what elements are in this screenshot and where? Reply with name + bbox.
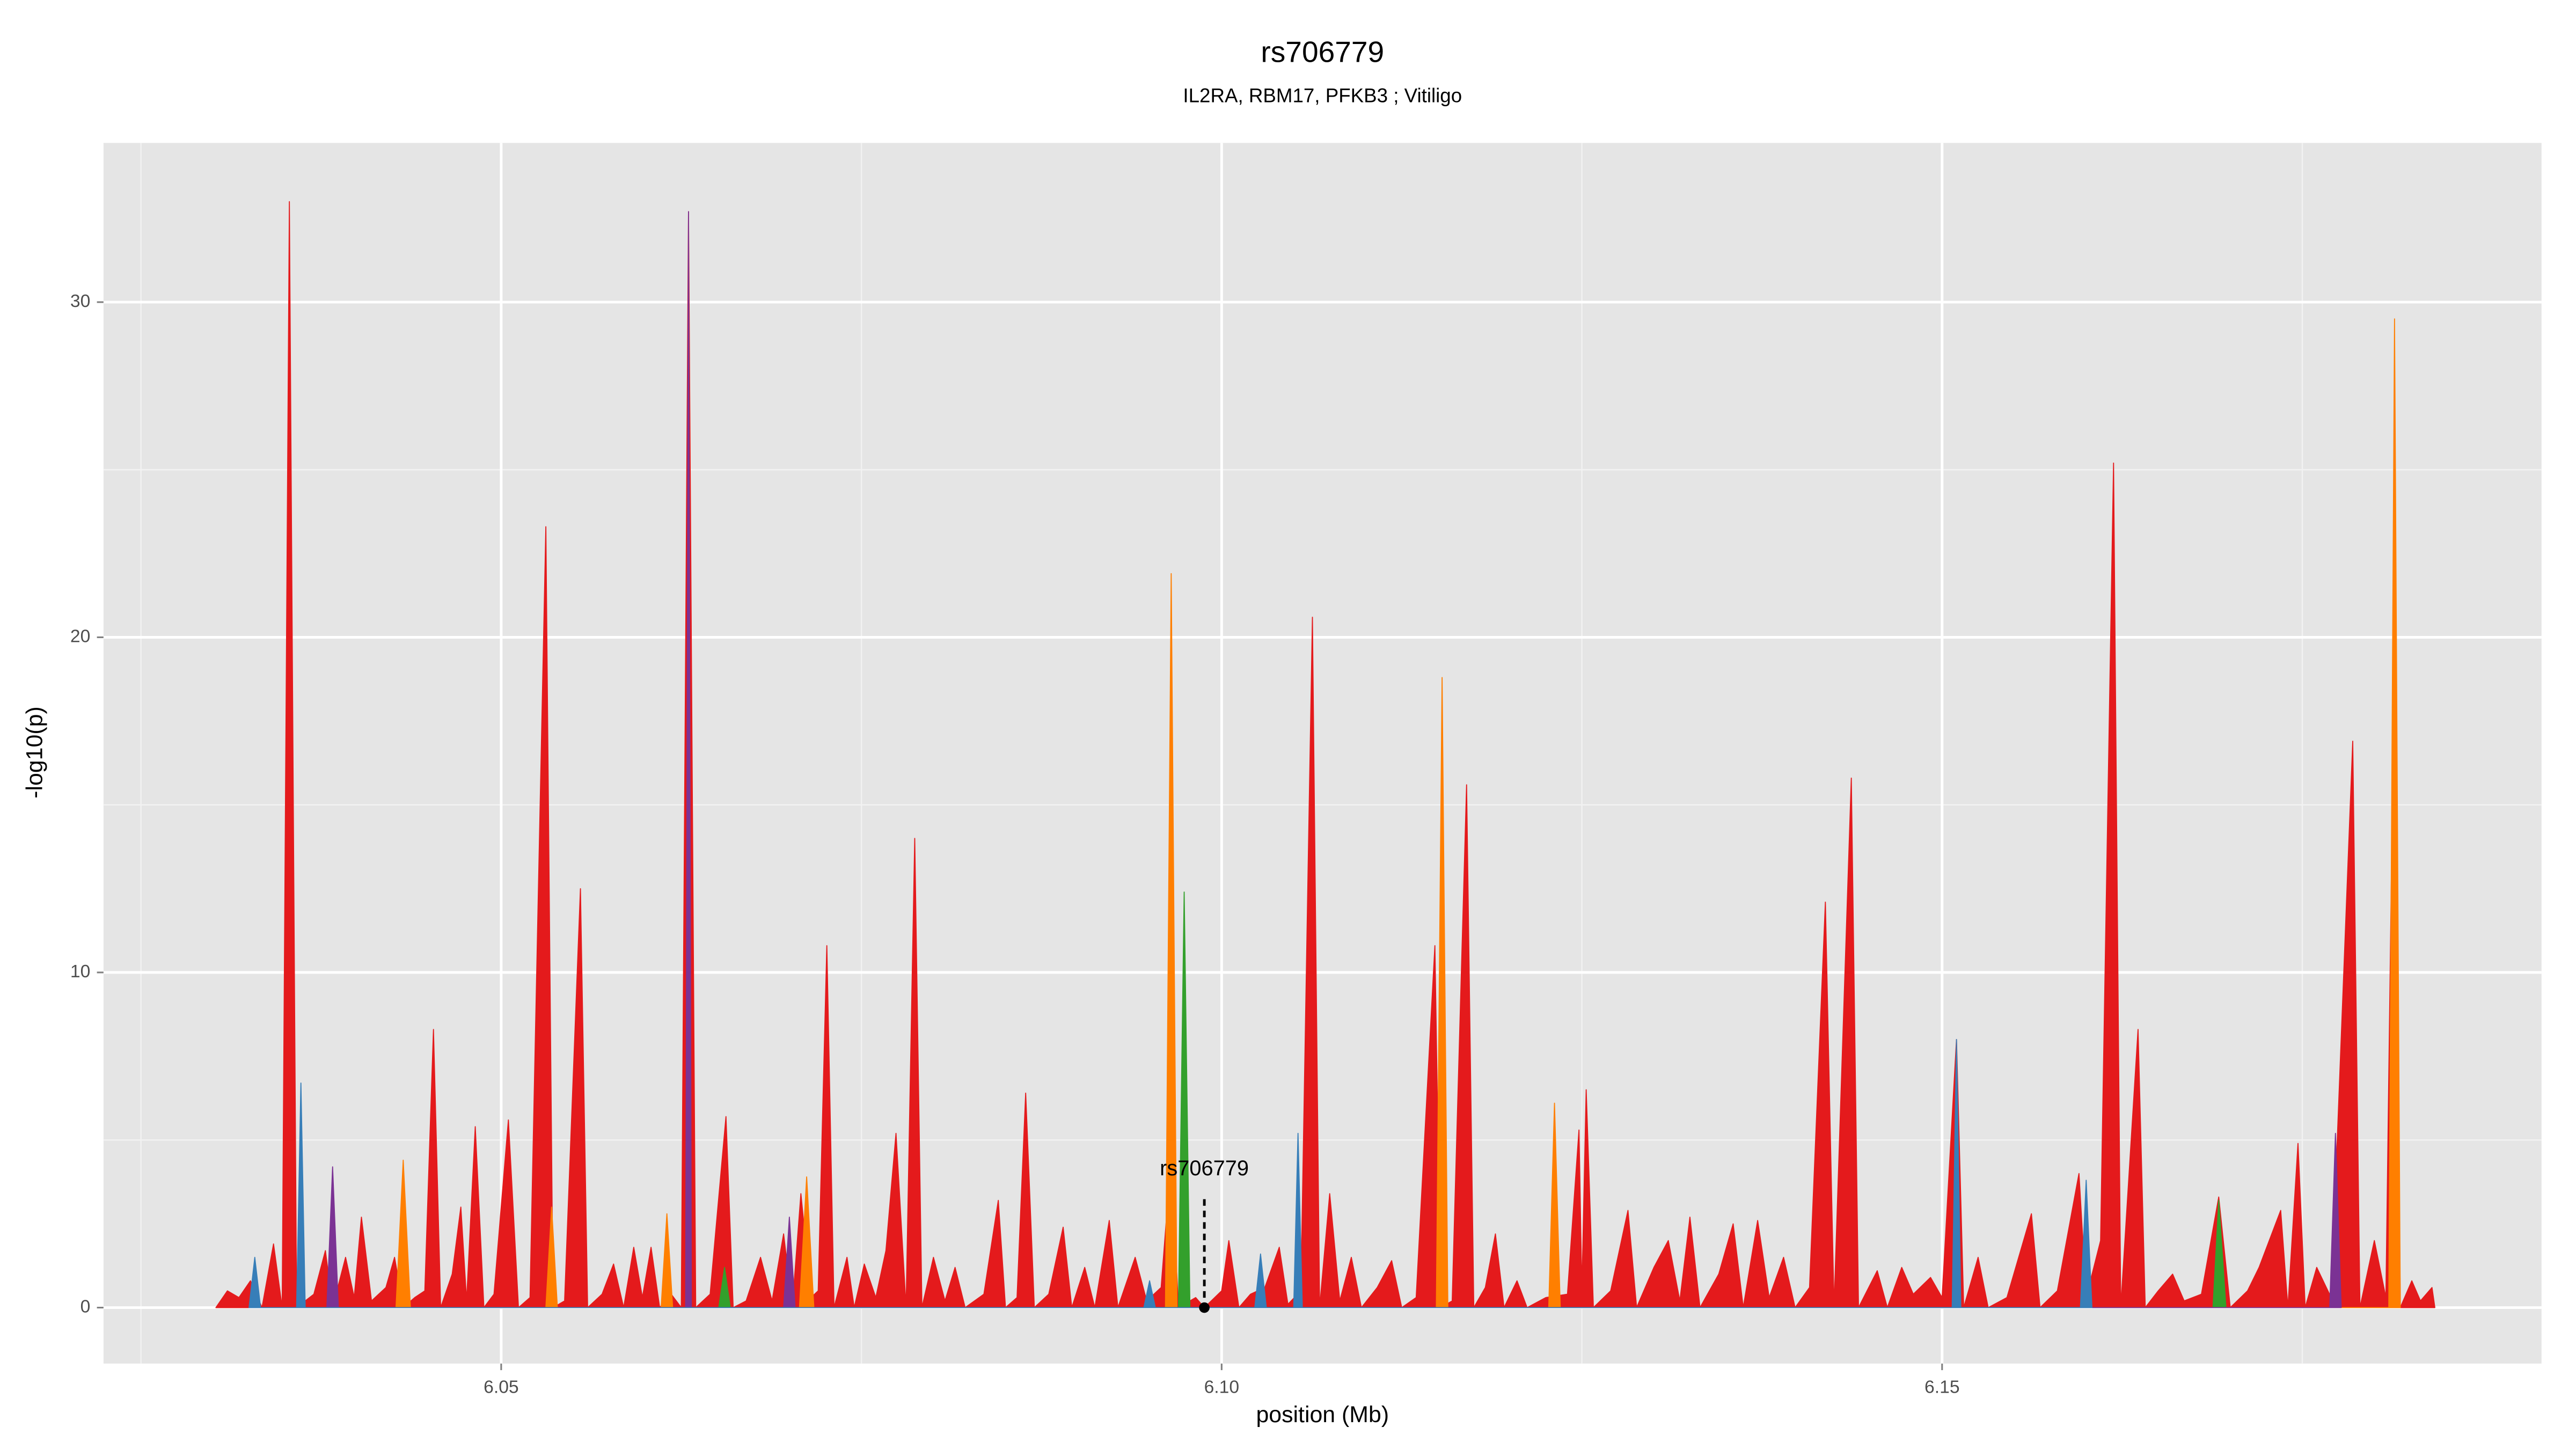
x-axis-label: position (Mb) [1256, 1402, 1389, 1428]
x-tick-label: 6.05 [484, 1378, 519, 1397]
area-series [215, 201, 2435, 1308]
y-axis-label: -log10(p) [22, 706, 48, 798]
x-tick-label: 6.10 [1204, 1378, 1240, 1397]
y-tick-label: 30 [70, 291, 90, 311]
area-series [718, 891, 2227, 1308]
area-series [248, 1038, 2092, 1308]
x-tick-label: 6.15 [1924, 1378, 1960, 1397]
chart-subtitle: IL2RA, RBM17, PFKB3 ; Vitiligo [1183, 84, 1462, 106]
annotation-label: rs706779 [1160, 1157, 1249, 1180]
y-tick-label: 10 [70, 962, 90, 982]
plot-panel [103, 143, 2542, 1364]
y-tick-label: 20 [70, 626, 90, 646]
chart-title: rs706779 [1261, 35, 1384, 69]
y-tick-label: 0 [80, 1297, 91, 1316]
annotation-point [1199, 1302, 1210, 1313]
